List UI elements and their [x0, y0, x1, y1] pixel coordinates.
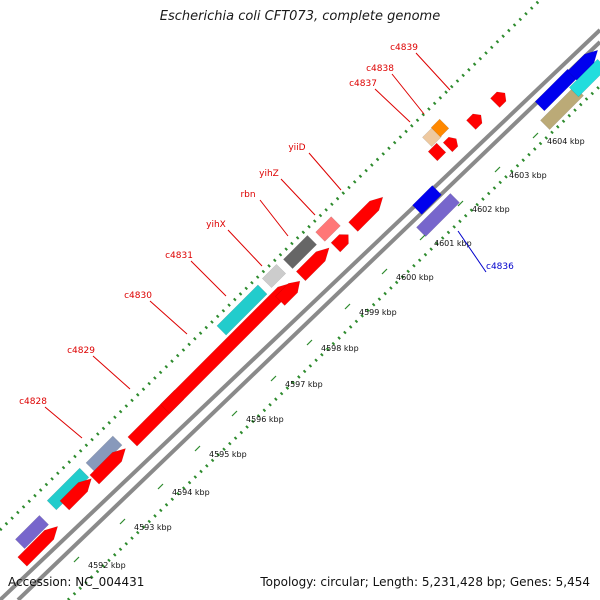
gene-feature[interactable]: [348, 193, 388, 232]
gene-label[interactable]: c4830: [124, 291, 152, 301]
tick-mark: [231, 410, 238, 417]
tick-mark: [381, 268, 388, 275]
gene-feature[interactable]: [17, 522, 63, 567]
gene-label[interactable]: yihX: [206, 220, 226, 230]
label-leader-line: [308, 152, 342, 191]
gene-feature[interactable]: [283, 235, 317, 269]
tick-label: 4594 kbp: [172, 488, 210, 497]
tick-mark: [119, 518, 126, 525]
gene-label[interactable]: yihZ: [259, 169, 279, 179]
gene-feature[interactable]: [466, 110, 485, 130]
gene-label[interactable]: c4831: [165, 251, 193, 261]
tick-mark: [270, 375, 277, 382]
gene-feature[interactable]: [568, 58, 600, 98]
label-leader-line: [44, 406, 83, 439]
label-leader-line: [457, 230, 487, 273]
tick-label: 4595 kbp: [209, 450, 247, 459]
feature-track: [15, 46, 600, 567]
label-leader-line: [415, 52, 451, 91]
gene-feature[interactable]: [160, 278, 295, 414]
tick-label: 4601 kbp: [434, 239, 472, 248]
outer-tick-rail: [0, 0, 542, 532]
tick-label: 4597 kbp: [285, 380, 323, 389]
gene-feature[interactable]: [330, 230, 353, 253]
tick-mark: [419, 234, 426, 241]
tick-label: 4600 kbp: [396, 273, 434, 282]
backbone-inner: [16, 40, 600, 600]
gene-feature[interactable]: [430, 118, 450, 138]
gene-label[interactable]: c4828: [19, 397, 47, 407]
gene-feature[interactable]: [15, 515, 49, 549]
gene-feature[interactable]: [295, 243, 333, 282]
gene-label[interactable]: c4829: [67, 346, 95, 356]
genome-summary-text: Topology: circular; Length: 5,231,428 bp…: [260, 575, 590, 589]
label-leader-line: [259, 199, 289, 237]
tick-label: 4603 kbp: [509, 171, 547, 180]
gene-feature[interactable]: [315, 216, 341, 242]
tick-label: 4592 kbp: [88, 561, 126, 570]
gene-label[interactable]: c4839: [390, 43, 418, 53]
gene-label[interactable]: rbn: [240, 190, 255, 200]
gene-feature[interactable]: [59, 474, 96, 511]
gene-feature[interactable]: [412, 185, 442, 215]
gene-feature[interactable]: [261, 263, 287, 289]
tick-label: 4593 kbp: [134, 523, 172, 532]
gene-feature[interactable]: [490, 88, 509, 108]
gene-feature[interactable]: [567, 46, 600, 81]
gene-label[interactable]: c4836: [486, 262, 514, 272]
tick-label: 4604 kbp: [547, 137, 585, 146]
tick-mark: [157, 483, 164, 490]
gene-feature[interactable]: [89, 444, 130, 485]
gene-feature[interactable]: [216, 284, 268, 336]
accession-text: Accession: NC_004431: [8, 575, 145, 589]
label-leader-line: [374, 88, 411, 123]
label-leader-line: [149, 300, 188, 335]
tick-mark: [306, 339, 313, 346]
label-leader-line: [280, 178, 316, 216]
tick-mark: [73, 556, 80, 563]
genome-title: Escherichia coli CFT073, complete genome: [159, 9, 441, 24]
label-leader-line: [92, 355, 131, 390]
gene-feature[interactable]: [275, 277, 305, 306]
tick-label: 4596 kbp: [246, 415, 284, 424]
tick-label: 4599 kbp: [359, 308, 397, 317]
tick-mark: [457, 200, 464, 207]
label-leader-line: [227, 229, 263, 267]
backbone-outer: [0, 28, 600, 600]
tick-track: 4592 kbp 4593 kbp 4594 kbp 4595 kbp 4596 kbp…: [73, 132, 585, 570]
tick-mark: [532, 132, 539, 139]
gene-label[interactable]: c4838: [366, 64, 394, 74]
gene-label[interactable]: yiiD: [288, 143, 305, 153]
gene-feature[interactable]: [442, 134, 461, 153]
label-track: c4828 c4829 c4830 c4831 yihX rbn yihZ yiiD c4837…: [19, 43, 514, 439]
tick-label: 4602 kbp: [472, 205, 510, 214]
tick-label: 4598 kbp: [321, 344, 359, 353]
gene-feature[interactable]: [416, 193, 460, 237]
inner-tick-rail: [66, 84, 600, 600]
label-leader-line: [391, 73, 425, 115]
tick-mark: [494, 166, 501, 173]
tick-mark: [194, 445, 201, 452]
gene-feature[interactable]: [427, 142, 447, 162]
gene-label[interactable]: c4837: [349, 79, 377, 89]
tick-mark: [344, 303, 351, 310]
label-leader-line: [190, 260, 227, 297]
